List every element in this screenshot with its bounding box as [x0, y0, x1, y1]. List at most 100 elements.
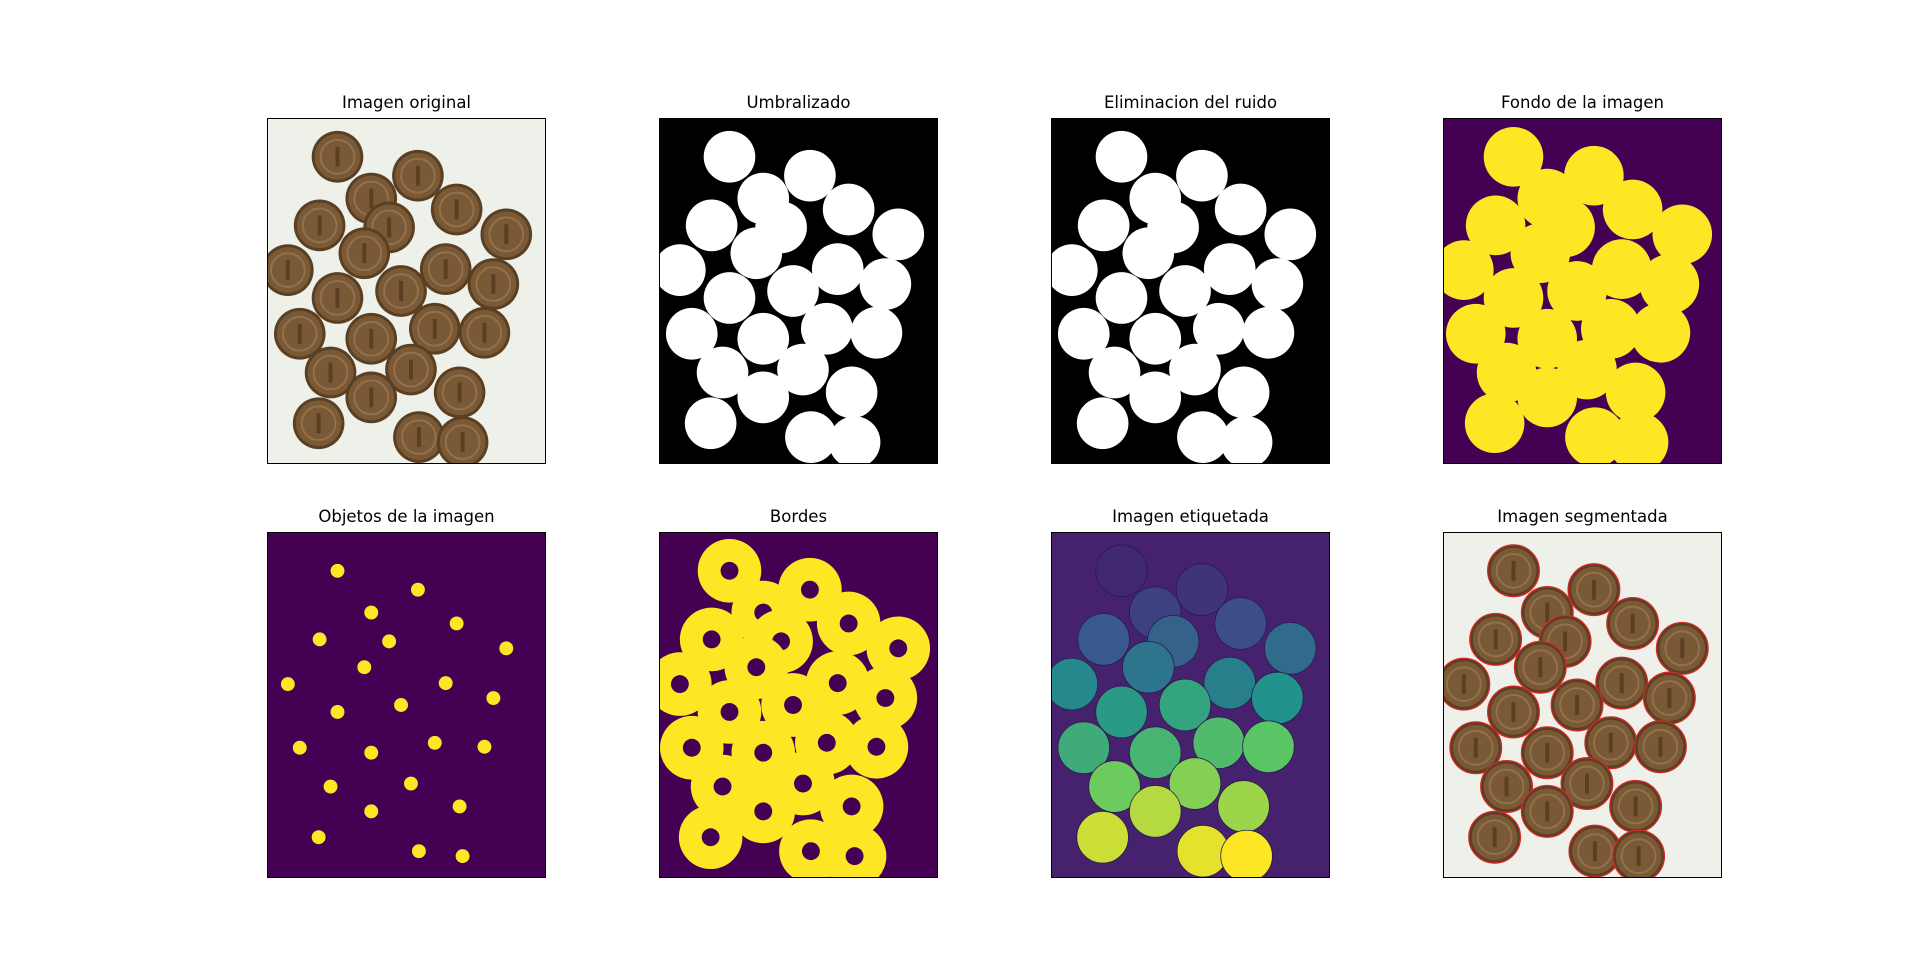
- image-original: [267, 118, 546, 464]
- segmented-canvas: [1444, 533, 1721, 877]
- coin-marker: [439, 676, 453, 690]
- coin-mask: [1176, 150, 1228, 202]
- coin: [480, 208, 532, 260]
- coin-mask: [1215, 184, 1267, 236]
- coin-mask: [812, 243, 864, 295]
- edges-canvas: [660, 533, 937, 877]
- coin: [1514, 641, 1566, 693]
- coin-label-region: [1218, 781, 1270, 833]
- coin-mask: [1077, 397, 1129, 449]
- coin-marker: [404, 777, 418, 791]
- coin-mask: [1096, 272, 1148, 324]
- coin: [1644, 672, 1696, 724]
- panel-title: Imagen segmentada: [1403, 507, 1762, 526]
- coin: [1656, 622, 1708, 674]
- coin: [1610, 781, 1662, 833]
- coin-marker: [281, 677, 295, 691]
- coin: [1613, 830, 1665, 877]
- coin-mask: [785, 411, 837, 463]
- coin-marker: [411, 583, 425, 597]
- coin-label-region: [1122, 641, 1174, 693]
- coin-marker: [450, 617, 464, 631]
- panel-title: Objetos de la imagen: [227, 507, 586, 526]
- coin: [294, 200, 346, 252]
- coin-label-region: [1129, 786, 1181, 838]
- coin-label-region: [1077, 811, 1129, 863]
- coin-marker: [331, 564, 345, 578]
- coin-label-region: [1052, 658, 1098, 710]
- image-background: [1443, 118, 1722, 464]
- coin-mask: [1177, 411, 1229, 463]
- coin-marker: [324, 780, 338, 794]
- coin-marker: [382, 634, 396, 648]
- coin: [1469, 811, 1521, 863]
- panel-labeled: Imagen etiquetada: [1051, 532, 1330, 878]
- coin: [1607, 598, 1659, 650]
- coin-marker: [477, 740, 491, 754]
- coin-mask: [1096, 131, 1148, 183]
- panel-threshold: Umbralizado: [659, 118, 938, 464]
- coin-mask: [1204, 243, 1256, 295]
- image-edges: [659, 532, 938, 878]
- coin-mask: [872, 208, 924, 260]
- coin-label-region: [1096, 545, 1148, 597]
- coin: [1470, 614, 1522, 666]
- coin-mask: [860, 258, 912, 310]
- coin-mask: [1122, 227, 1174, 279]
- coin-marker: [313, 632, 327, 646]
- coin: [1521, 786, 1573, 838]
- coin-mask: [704, 272, 756, 324]
- coin-label-region: [1221, 830, 1273, 877]
- image-threshold: [659, 118, 938, 464]
- coin-marker: [331, 705, 345, 719]
- panel-original-image: Imagen original: [267, 118, 546, 464]
- image-labeled: [1051, 532, 1330, 878]
- coin-label-region: [1264, 622, 1316, 674]
- coin-mask: [1264, 208, 1316, 260]
- coin-marker: [453, 799, 467, 813]
- coin-marker: [499, 641, 513, 655]
- coin: [1488, 545, 1540, 597]
- coin: [459, 307, 511, 359]
- coin-marker: [364, 804, 378, 818]
- coin: [393, 411, 445, 463]
- coin: [434, 367, 486, 419]
- panel-title: Imagen etiquetada: [1011, 507, 1370, 526]
- coin-marker: [364, 606, 378, 620]
- coin-marker: [456, 849, 470, 863]
- sure-background-region: [1631, 303, 1691, 363]
- coin: [312, 272, 364, 324]
- coin-label-region: [1252, 672, 1304, 724]
- coin-mask: [704, 131, 756, 183]
- panel-noise-removal: Eliminacion del ruido: [1051, 118, 1330, 464]
- coin-mask: [685, 397, 737, 449]
- original-canvas: [268, 119, 545, 463]
- panel-objects: Objetos de la imagen: [267, 532, 546, 878]
- coin: [392, 150, 444, 202]
- coin-marker: [486, 691, 500, 705]
- coin: [468, 258, 520, 310]
- coin-marker: [293, 741, 307, 755]
- coin: [1444, 658, 1490, 710]
- panel-title: Imagen original: [227, 93, 586, 112]
- labels-canvas: [1052, 533, 1329, 877]
- panel-title: Fondo de la imagen: [1403, 93, 1762, 112]
- coin-mask: [1243, 307, 1295, 359]
- sure-background-region: [1517, 368, 1577, 428]
- coin-mask: [730, 227, 782, 279]
- panel-title: Bordes: [619, 507, 978, 526]
- coin-mask: [851, 307, 903, 359]
- coin: [338, 227, 390, 279]
- coin-ring: [845, 715, 909, 779]
- background-canvas: [1444, 119, 1721, 463]
- coin-mask: [784, 150, 836, 202]
- denoise-canvas: [1052, 119, 1329, 463]
- coin-label-region: [1215, 598, 1267, 650]
- coin-mask: [737, 372, 789, 424]
- coin-mask: [1252, 258, 1304, 310]
- objects-canvas: [268, 533, 545, 877]
- coin-marker: [364, 746, 378, 760]
- sure-background-region: [1465, 393, 1525, 453]
- coin-label-region: [1096, 686, 1148, 738]
- image-noise-removal: [1051, 118, 1330, 464]
